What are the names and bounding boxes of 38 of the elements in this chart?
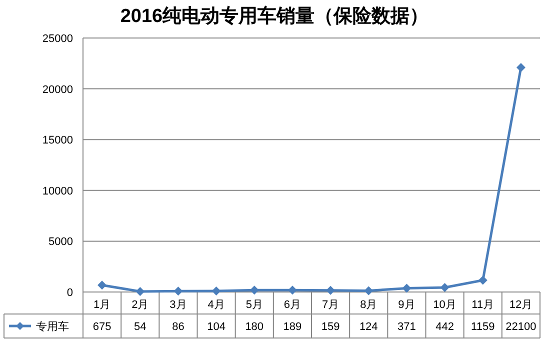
x-tick-label: 10月 — [433, 299, 456, 311]
y-tick-label: 25000 — [42, 33, 73, 45]
data-label: 22100 — [506, 321, 536, 333]
x-tick-label: 2月 — [132, 299, 149, 311]
x-tick-label: 9月 — [398, 299, 416, 311]
point — [516, 62, 526, 72]
x-tick-label: 11月 — [472, 299, 494, 311]
data-label: 189 — [283, 321, 302, 333]
x-tick-label: 7月 — [322, 299, 340, 311]
x-tick-label: 8月 — [360, 299, 378, 311]
x-tick-label: 1月 — [93, 299, 111, 311]
y-tick-label: 10000 — [42, 185, 73, 198]
x-tick-label: 4月 — [208, 299, 225, 311]
x-tick-label: 3月 — [170, 299, 187, 311]
point — [478, 276, 488, 285]
y-tick-label: 5000 — [48, 236, 73, 248]
point — [402, 284, 412, 293]
data-label: 86 — [172, 321, 184, 333]
data-label: 180 — [245, 321, 264, 333]
point — [98, 280, 107, 290]
data-label: 1159 — [471, 321, 495, 333]
y-tick-label: 20000 — [42, 84, 73, 96]
data-label: 371 — [398, 321, 416, 333]
data-label: 124 — [359, 321, 378, 333]
chart-title: 2016纯电动专用车销量（保险数据） — [120, 5, 429, 27]
data-label: 54 — [134, 321, 146, 333]
point — [212, 286, 221, 296]
x-tick-label: 12月 — [509, 299, 533, 311]
x-tick-label: 5月 — [246, 299, 263, 311]
data-label: 442 — [436, 321, 454, 333]
x-tick-label: 6月 — [284, 299, 302, 311]
data-label: 104 — [207, 321, 226, 333]
legend-label: 专用车 — [36, 320, 69, 333]
point — [440, 283, 450, 292]
y-tick-label: 0 — [66, 287, 73, 299]
y-tick-label: 15000 — [42, 134, 73, 147]
data-label: 159 — [321, 321, 340, 333]
data-label: 675 — [92, 321, 112, 333]
